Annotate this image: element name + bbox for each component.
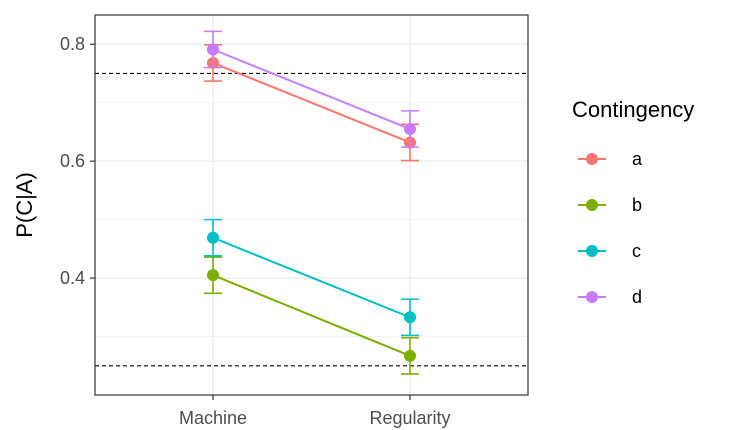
legend-item-b: b — [578, 195, 642, 215]
y-axis-title: P(C|A) — [12, 172, 37, 238]
legend-item-d: d — [578, 287, 642, 307]
x-axis: Machine Regularity — [179, 395, 451, 428]
data-point-d — [404, 123, 416, 135]
x-tick-label: Regularity — [369, 408, 450, 428]
series-line-a — [212, 62, 411, 144]
legend-key-point — [586, 199, 598, 211]
legend-key-point — [586, 291, 598, 303]
series-line-d — [212, 48, 411, 130]
legend-label: c — [632, 241, 641, 261]
x-tick-label: Machine — [179, 408, 247, 428]
legend-label: d — [632, 287, 642, 307]
legend-label: a — [632, 149, 643, 169]
y-tick-label: 0.4 — [60, 268, 85, 288]
y-tick-label: 0.6 — [60, 151, 85, 171]
y-tick-label: 0.8 — [60, 34, 85, 54]
series — [204, 30, 419, 375]
data-point-d — [207, 43, 219, 56]
y-axis: 0.4 0.6 0.8 — [60, 34, 95, 288]
data-point-c — [404, 311, 416, 324]
series-d — [204, 30, 419, 148]
plot-border — [94, 14, 529, 396]
legend: Contingency a b c d — [572, 97, 694, 307]
series-line-b — [212, 274, 411, 357]
series-b — [204, 256, 419, 375]
legend-item-c: c — [578, 241, 641, 261]
data-point-b — [207, 269, 219, 282]
data-point-c — [207, 231, 219, 244]
series-c — [204, 218, 419, 337]
legend-key-point — [586, 153, 598, 165]
reference-lines — [95, 72, 528, 367]
plot-panel — [95, 15, 528, 395]
legend-label: b — [632, 195, 642, 215]
legend-key-point — [586, 245, 598, 257]
data-point-b — [404, 349, 416, 362]
legend-title: Contingency — [572, 97, 694, 122]
legend-item-a: a — [578, 149, 643, 169]
series-line-c — [212, 236, 411, 319]
